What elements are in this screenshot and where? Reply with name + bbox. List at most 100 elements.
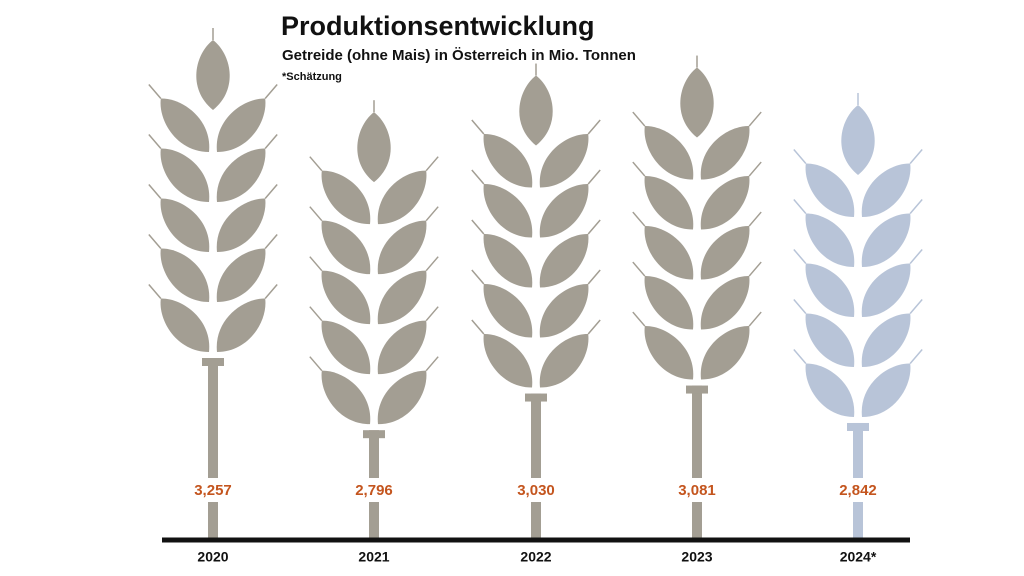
- awn: [793, 348, 807, 364]
- grain: [700, 276, 750, 330]
- value-label: 3,030: [517, 482, 555, 499]
- awn: [148, 234, 162, 249]
- wheat-ear: [309, 100, 439, 538]
- awn: [632, 111, 646, 127]
- grain: [321, 270, 371, 325]
- grain: [644, 276, 694, 330]
- label-background: [502, 478, 570, 502]
- wheat-ear: [793, 92, 923, 538]
- grain: [321, 170, 371, 225]
- label-background: [824, 478, 892, 502]
- grain: [377, 220, 427, 275]
- label-background: [179, 478, 247, 502]
- grain: [160, 298, 210, 352]
- awn: [909, 248, 923, 264]
- grain: [700, 226, 750, 280]
- grain: [160, 98, 210, 152]
- awn: [587, 119, 601, 135]
- plot: [148, 28, 923, 538]
- grain: [160, 198, 210, 252]
- stem-collar: [363, 430, 385, 439]
- grain: [805, 313, 855, 367]
- awn: [632, 261, 646, 277]
- awn: [748, 211, 762, 227]
- awn: [748, 111, 762, 127]
- value-label: 3,257: [194, 482, 232, 499]
- awn: [264, 284, 278, 299]
- awn: [632, 161, 646, 177]
- grain: [861, 263, 911, 317]
- wheat-ear: [471, 63, 601, 538]
- grain: [700, 326, 750, 380]
- grain: [539, 334, 589, 388]
- awn: [632, 311, 646, 327]
- awn: [264, 134, 278, 149]
- awn: [587, 319, 601, 335]
- stem-collar: [686, 385, 708, 394]
- awn: [909, 298, 923, 314]
- label-background: [663, 478, 731, 502]
- stem-collar: [525, 393, 547, 402]
- grain: [861, 213, 911, 267]
- awn: [309, 156, 323, 172]
- awn: [587, 169, 601, 185]
- value-label: 3,081: [678, 482, 716, 499]
- wheat-ear: [148, 28, 278, 538]
- awn: [748, 161, 762, 177]
- stem: [208, 358, 218, 538]
- awn: [632, 211, 646, 227]
- top-grain: [841, 104, 875, 175]
- footnote: *Schätzung: [282, 71, 342, 83]
- chart-subtitle: Getreide (ohne Mais) in Österreich in Mi…: [282, 47, 636, 64]
- grain: [377, 170, 427, 225]
- value-label: 2,842: [839, 482, 877, 499]
- label-background: [340, 478, 408, 502]
- awn: [309, 256, 323, 272]
- grain: [539, 134, 589, 188]
- grain: [216, 298, 266, 352]
- grain: [644, 326, 694, 380]
- awn: [309, 356, 323, 372]
- grain: [805, 263, 855, 317]
- awn: [909, 148, 923, 164]
- grain: [805, 213, 855, 267]
- grain: [539, 284, 589, 338]
- grain: [861, 363, 911, 417]
- x-tick-label: 2020: [197, 549, 228, 565]
- awn: [793, 198, 807, 214]
- awn: [425, 356, 439, 372]
- awn: [471, 169, 485, 185]
- awn: [587, 219, 601, 235]
- grain: [483, 184, 533, 238]
- grain: [377, 320, 427, 375]
- awn: [748, 311, 762, 327]
- awn: [471, 219, 485, 235]
- awn: [425, 156, 439, 172]
- grain: [216, 198, 266, 252]
- grain: [216, 248, 266, 302]
- awn: [309, 206, 323, 222]
- awn: [909, 198, 923, 214]
- top-grain: [519, 75, 553, 146]
- top-grain: [196, 40, 230, 110]
- grain: [539, 184, 589, 238]
- grain: [377, 270, 427, 325]
- chart-title: Produktionsentwicklung: [281, 11, 595, 41]
- top-grain: [357, 112, 391, 183]
- awn: [309, 306, 323, 322]
- awn: [793, 148, 807, 164]
- awn: [587, 269, 601, 285]
- grain: [483, 334, 533, 388]
- awn: [471, 319, 485, 335]
- x-tick-label: 2021: [358, 549, 389, 565]
- stem-collar: [847, 422, 869, 431]
- awn: [793, 248, 807, 264]
- awn: [264, 84, 278, 99]
- grain: [483, 134, 533, 188]
- grain: [321, 220, 371, 275]
- awn: [264, 184, 278, 199]
- grain: [805, 163, 855, 217]
- value-label: 2,796: [355, 482, 393, 499]
- x-tick-label: 2022: [520, 549, 551, 565]
